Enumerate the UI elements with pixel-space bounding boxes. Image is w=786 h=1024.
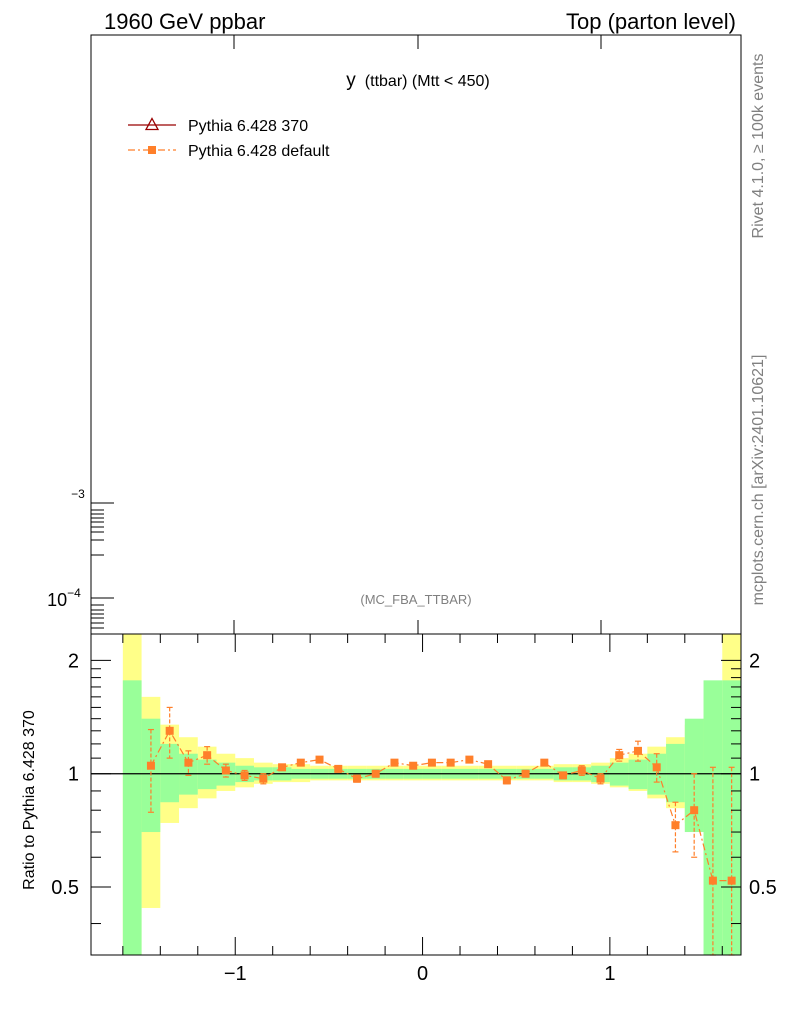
ratio-plot-frame bbox=[90, 633, 742, 956]
main-plot-title: y (ttbar) (Mtt < 450) bbox=[346, 70, 489, 91]
y-tick-label-right: 2 bbox=[749, 650, 760, 672]
ratio-y-axis-label: Ratio to Pythia 6.428 370 bbox=[21, 710, 38, 890]
series-line bbox=[150, 729, 732, 882]
x-tick-label: −1 bbox=[224, 963, 247, 985]
data-point bbox=[708, 876, 717, 885]
data-point bbox=[465, 755, 474, 764]
data-point bbox=[315, 755, 324, 764]
data-point bbox=[278, 763, 287, 772]
data-point bbox=[165, 726, 174, 735]
analysis-watermark: (MC_FBA_TTBAR) bbox=[360, 592, 471, 607]
data-point bbox=[390, 758, 399, 767]
data-point bbox=[240, 771, 249, 780]
green-band-bin bbox=[628, 759, 648, 790]
rivet-label: Rivet 4.1.0, ≥ 100k events bbox=[750, 54, 767, 239]
data-point bbox=[727, 876, 736, 885]
data-point bbox=[296, 758, 305, 767]
legend-item-pythia-370: Pythia 6.428 370 bbox=[128, 117, 308, 135]
data-point bbox=[615, 751, 624, 760]
y-tick-label-right: 1 bbox=[749, 764, 760, 786]
main-y-ticks bbox=[91, 502, 114, 629]
data-point bbox=[671, 821, 680, 830]
y-tick-label-left: 2 bbox=[68, 650, 79, 672]
y-tick-label-right: 0.5 bbox=[749, 877, 777, 899]
data-point bbox=[502, 776, 511, 785]
data-point bbox=[652, 763, 661, 772]
ratio-axes: 0.5 0.5 1 1 2 2 −1 0 1 bbox=[51, 634, 777, 985]
data-point bbox=[484, 760, 493, 769]
title-main: y bbox=[346, 70, 356, 91]
green-band-bin bbox=[122, 680, 142, 955]
data-point bbox=[184, 758, 193, 767]
green-band-bin bbox=[197, 759, 217, 790]
y-tick-label-left: 0.5 bbox=[51, 877, 79, 899]
open-triangle-icon bbox=[144, 117, 160, 131]
ratio-uncertainty-bands bbox=[122, 634, 741, 955]
legend: Pythia 6.428 370 Pythia 6.428 default bbox=[128, 117, 330, 160]
mcplots-label: mcplots.cern.ch [arXiv:2401.10621] bbox=[750, 355, 767, 606]
data-point bbox=[577, 766, 586, 775]
filled-square-icon bbox=[148, 146, 156, 154]
data-point bbox=[203, 751, 212, 760]
title-sub: (ttbar) (Mtt < 450) bbox=[365, 73, 490, 90]
y-tick-label-left: 1 bbox=[68, 764, 79, 786]
data-point bbox=[446, 758, 455, 767]
legend-item-pythia-default: Pythia 6.428 default bbox=[128, 143, 330, 160]
data-point bbox=[559, 771, 568, 780]
data-point bbox=[146, 761, 155, 770]
green-band-bin bbox=[666, 743, 685, 803]
x-tick-label: 1 bbox=[604, 963, 615, 985]
legend-label-default: Pythia 6.428 default bbox=[188, 143, 330, 160]
x-tick-label: 0 bbox=[417, 963, 428, 985]
green-band-bin bbox=[160, 743, 180, 803]
data-point bbox=[690, 806, 699, 815]
data-point bbox=[409, 761, 418, 770]
data-point bbox=[521, 769, 530, 778]
data-point bbox=[427, 758, 436, 767]
data-point bbox=[371, 769, 380, 778]
data-point bbox=[334, 764, 343, 773]
main-y-label-exp4: 10−4 bbox=[47, 586, 81, 610]
data-point bbox=[259, 774, 268, 783]
header-left: 1960 GeV ppbar bbox=[104, 9, 265, 34]
header-right: Top (parton level) bbox=[566, 9, 736, 34]
legend-label-370: Pythia 6.428 370 bbox=[188, 118, 308, 135]
data-point bbox=[633, 746, 642, 755]
data-point bbox=[221, 766, 230, 775]
data-point bbox=[540, 758, 549, 767]
main-y-label-exp3: −3 bbox=[71, 487, 85, 501]
data-point bbox=[352, 774, 361, 783]
main-x-ticks bbox=[233, 35, 602, 634]
ratio-series-default bbox=[146, 706, 736, 956]
data-point bbox=[596, 774, 605, 783]
